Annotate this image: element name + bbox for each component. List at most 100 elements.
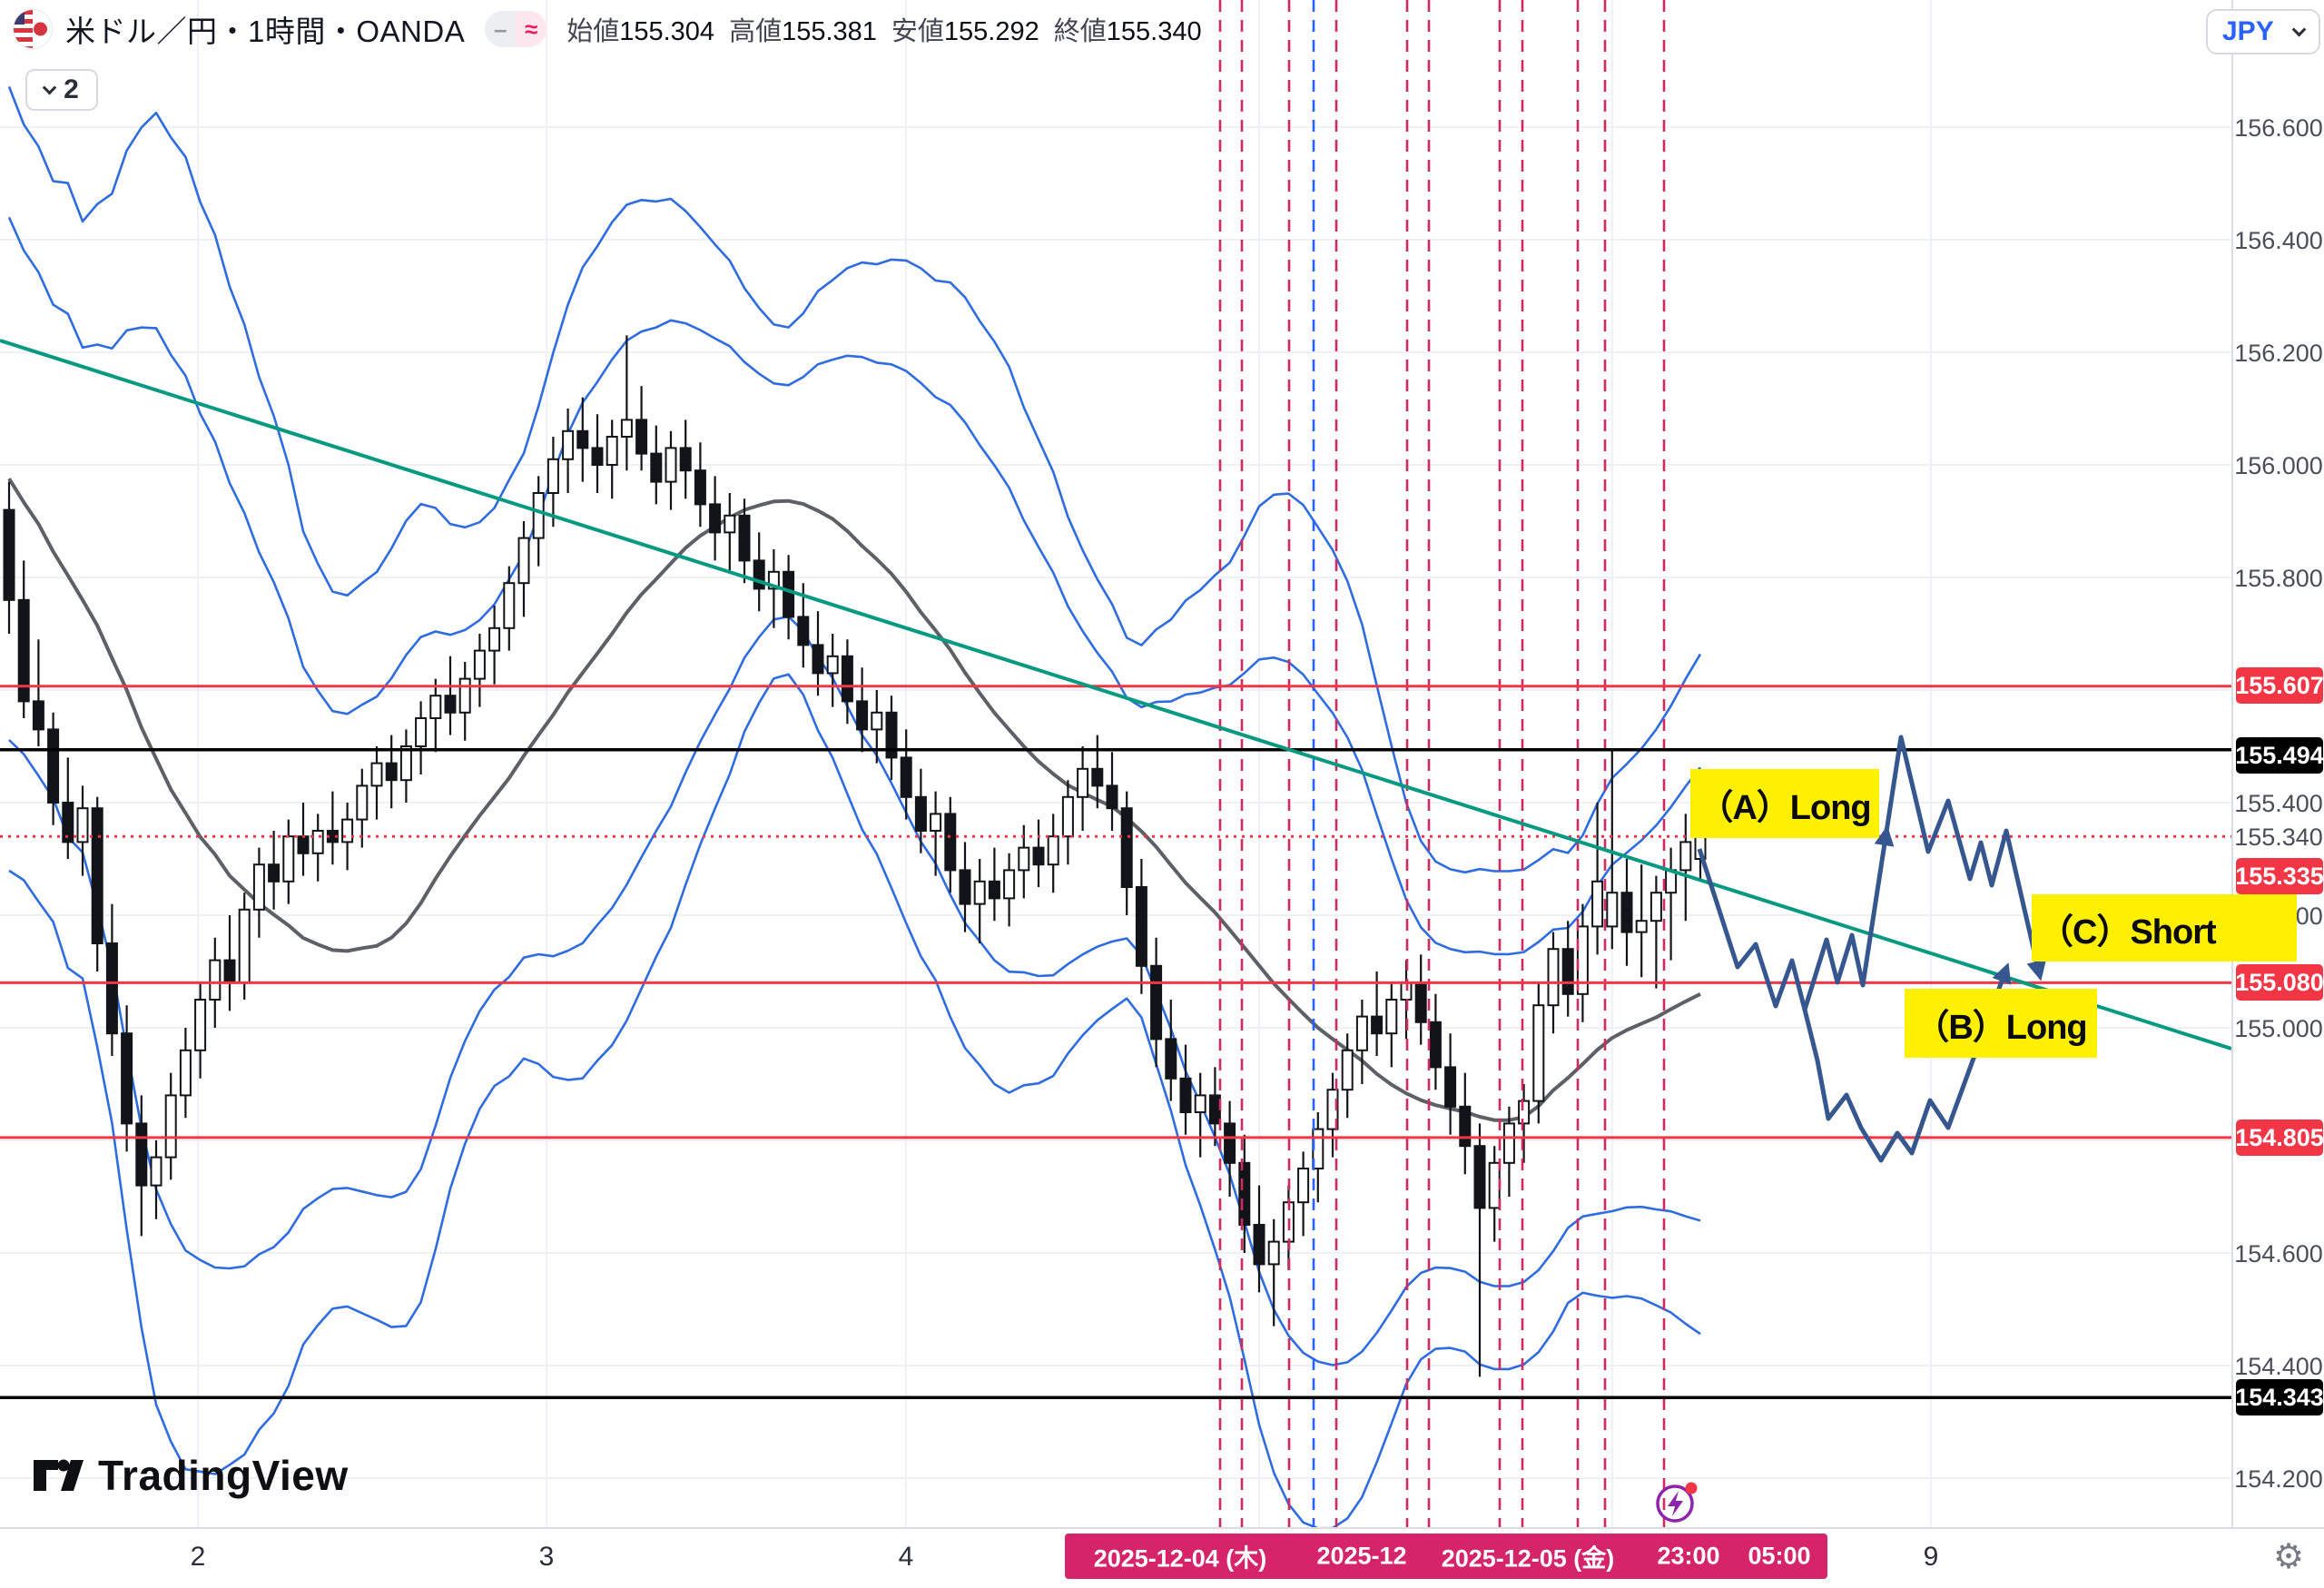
candle-body [1194, 1094, 1206, 1114]
usdjpy-flag-icon [13, 9, 53, 49]
projection-path [1802, 978, 2005, 1163]
candle-body [341, 818, 354, 843]
candle-body [1341, 1049, 1354, 1091]
candle-body [812, 644, 824, 675]
candle-body [1165, 1038, 1177, 1080]
price-tick-label: 156.400 [2234, 227, 2323, 254]
price-tick-label: 156.600 [2234, 114, 2323, 142]
candle-body [458, 677, 471, 714]
event-band-label: 23:00 [1657, 1542, 1720, 1570]
candle-body [1297, 1168, 1310, 1204]
candle-body [121, 1032, 133, 1125]
vertical-marker-lines [1218, 0, 1666, 1527]
candle-body [32, 700, 44, 731]
event-band-label: 2025-12-05 (金) [1441, 1544, 1615, 1573]
candle-body [783, 570, 795, 618]
candle-body [1091, 767, 1104, 787]
candle-body [1606, 892, 1619, 928]
candle-body [1444, 1066, 1457, 1108]
price-tick-label: 155.400 [2234, 790, 2323, 817]
chevron-down-icon [42, 80, 57, 94]
candle-body [1488, 1161, 1501, 1209]
price-tag: 155.080 [2235, 964, 2324, 1001]
candle-body [252, 863, 265, 911]
day-label: 4 [898, 1542, 914, 1572]
symbol-legend[interactable]: 米ドル／円・1時間・OANDA – ≈ 始値155.304 高値155.381 … [13, 7, 1216, 51]
day-label: 2 [190, 1542, 206, 1572]
candle-body [562, 429, 575, 460]
close-value: 155.340 [1106, 17, 1202, 46]
candle-body [1267, 1240, 1280, 1266]
candle-body [591, 447, 604, 466]
candle-body [665, 447, 677, 483]
candle-body [1414, 981, 1427, 1023]
price-tag: 154.343 [2235, 1379, 2324, 1415]
candle-body [1547, 948, 1560, 1007]
candle-body [709, 503, 722, 534]
candle-body [282, 835, 295, 883]
candlestick-chart[interactable] [0, 0, 2231, 1527]
annotation-b-long[interactable]: （B）Long [1905, 989, 2097, 1058]
symbol-title[interactable]: 米ドル／円・1時間・OANDA [65, 15, 466, 48]
candle-body [738, 514, 751, 562]
candle-body [959, 869, 971, 905]
close-label: 終値 [1053, 17, 1107, 46]
time-axis[interactable]: 2025-12-04 (木) 2025-12 2025-12-05 (金) 23:00… [0, 1527, 2324, 1588]
chart-canvas[interactable] [0, 0, 2231, 1527]
candle-body [1150, 964, 1163, 1041]
candle-body [194, 999, 207, 1051]
candles [3, 335, 1707, 1377]
candle-body [1649, 892, 1662, 922]
candle-body [444, 695, 457, 714]
candle-body [1077, 767, 1089, 798]
candle-body [1032, 846, 1045, 866]
candle-body [503, 582, 516, 629]
candle-body [885, 711, 898, 759]
candle-body [1518, 1100, 1531, 1125]
candle-body [1179, 1077, 1192, 1114]
approx-data-icon: ≈ [516, 11, 547, 47]
ohlc-readout: 始値155.304 高値155.381 安値155.292 終値155.340 [566, 10, 1216, 48]
candle-body [1238, 1161, 1251, 1227]
candle-body [1355, 1015, 1368, 1051]
candle-body [1473, 1145, 1486, 1209]
candle-body [914, 795, 927, 832]
candle-body [1120, 807, 1133, 889]
bollinger-basis-line [7, 478, 1701, 1122]
candle-body [1018, 846, 1030, 872]
candle-body [1253, 1224, 1265, 1266]
candle-body [385, 762, 398, 782]
candle-body [724, 514, 736, 534]
event-band-label: 2025-12-04 (木) [1093, 1544, 1267, 1573]
candle-body [1371, 1015, 1384, 1035]
candle-body [47, 728, 60, 804]
price-tick-label: 156.200 [2234, 340, 2323, 367]
candle-body [370, 762, 383, 787]
candle-body [988, 880, 1000, 900]
currency-selector[interactable]: JPY [2206, 9, 2320, 54]
price-axis[interactable]: 156.600 156.400 156.200 156.000 155.800 155.4… [2231, 0, 2324, 1527]
market-status-badges[interactable]: – ≈ [485, 11, 547, 47]
candle-body [297, 835, 310, 854]
candle-body [415, 717, 428, 747]
price-tag: 155.335 [2235, 858, 2324, 894]
candle-body [1620, 892, 1633, 933]
open-value: 155.304 [619, 17, 715, 46]
candle-body [635, 419, 648, 455]
lightning-alert-icon[interactable] [1652, 1478, 1701, 1527]
indicator-collapse-button[interactable]: 2 [25, 69, 98, 111]
candle-body [1135, 886, 1147, 967]
annotation-a-long[interactable]: （A）Long [1690, 769, 1879, 838]
annotation-c-short[interactable]: （C）Short [2032, 894, 2297, 962]
arrowhead-icon [1992, 962, 2012, 985]
candle-body [1326, 1089, 1339, 1130]
candle-body [356, 784, 369, 821]
gear-icon[interactable]: ⚙ [2273, 1538, 2305, 1576]
high-label: 高値 [729, 17, 783, 46]
candle-body [429, 695, 442, 720]
price-tick-label: 154.600 [2234, 1240, 2323, 1267]
tradingview-watermark[interactable]: TradingView [31, 1449, 349, 1502]
candle-body [606, 436, 618, 466]
price-tick-label: 155.000 [2234, 1015, 2323, 1042]
